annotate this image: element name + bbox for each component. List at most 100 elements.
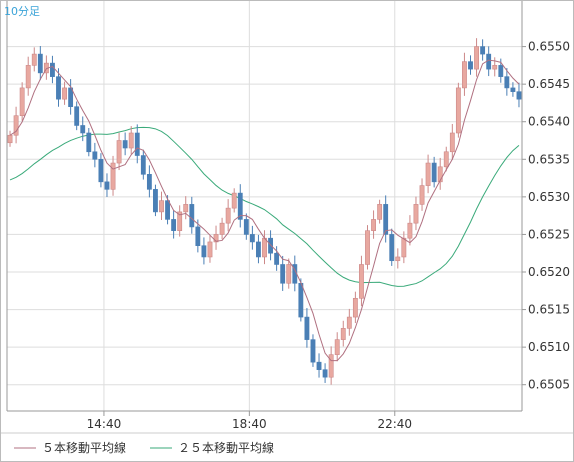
y-tick-label: 0.6515: [528, 303, 570, 317]
candle-down: [504, 76, 510, 89]
candle-up: [116, 140, 122, 164]
candle-up: [377, 204, 383, 220]
candle-down: [122, 140, 128, 149]
y-tick-label: 0.6530: [528, 190, 570, 204]
candle-down: [498, 65, 504, 77]
y-tick-label: 0.6540: [528, 115, 570, 129]
candle-down: [510, 87, 516, 92]
candle-up: [13, 115, 19, 136]
candle-up: [371, 219, 376, 231]
candle-down: [237, 192, 243, 220]
candle-down: [98, 158, 104, 183]
candle-up: [231, 192, 237, 209]
candle-down: [310, 339, 316, 363]
candle-up: [340, 328, 346, 340]
candle-down: [92, 151, 98, 160]
candle-up: [474, 46, 479, 70]
candle-down: [68, 87, 74, 107]
candle-up: [334, 339, 340, 355]
candle-up: [159, 200, 164, 213]
candle-up: [437, 166, 443, 183]
candle-down: [316, 361, 322, 370]
candle-down: [516, 91, 522, 100]
candle-down: [74, 106, 80, 126]
candle-down: [249, 234, 255, 243]
candle-up: [110, 162, 116, 190]
candle-down: [104, 181, 110, 190]
candle-up: [213, 234, 219, 243]
candle-up: [462, 61, 467, 89]
y-tick-label: 0.6545: [528, 77, 570, 91]
x-tick-label: 22:40: [377, 417, 412, 431]
candle-up: [413, 204, 419, 224]
candle-down: [140, 155, 146, 175]
candle-down: [480, 46, 486, 55]
candle-up: [25, 65, 31, 89]
candle-up: [425, 162, 431, 186]
candle-down: [171, 219, 177, 231]
candle-up: [286, 264, 292, 284]
candle-down: [389, 234, 395, 262]
candle-up: [346, 316, 352, 329]
candle-down: [165, 200, 170, 220]
candle-up: [352, 297, 358, 318]
x-tick-label: 18:40: [232, 417, 267, 431]
candle-up: [359, 264, 364, 299]
candle-up: [183, 204, 189, 213]
candle-up: [177, 211, 183, 231]
grid-lines: [7, 0, 522, 411]
candle-down: [195, 226, 201, 246]
candle-up: [7, 134, 13, 144]
candle-down: [243, 219, 249, 235]
candle-up: [19, 87, 25, 117]
candle-down: [56, 76, 61, 100]
candle-up: [401, 237, 407, 258]
candle-down: [304, 316, 310, 340]
candle-up: [128, 132, 134, 149]
candle-down: [431, 162, 437, 183]
candle-up: [225, 207, 231, 224]
legend-ma5-label: ５本移動平均線: [42, 440, 126, 455]
candle-up: [419, 185, 425, 205]
y-tick-label: 0.6550: [528, 40, 570, 54]
y-tick-label: 0.6510: [528, 340, 570, 354]
x-tick-label: 14:40: [87, 417, 122, 431]
candle-up: [62, 87, 67, 100]
ma5-series: [9, 59, 520, 362]
ma5-line: [9, 59, 520, 362]
candles: [7, 38, 522, 385]
legend-ma25-label: ２５本移動平均線: [178, 440, 274, 455]
candle-down: [268, 237, 273, 254]
candle-up: [219, 222, 225, 235]
candle-down: [153, 189, 158, 213]
candle-down: [280, 264, 286, 284]
candle-up: [262, 237, 267, 258]
candle-down: [50, 62, 55, 77]
candle-up: [407, 222, 413, 239]
candle-up: [492, 65, 498, 70]
candle-up: [395, 256, 401, 262]
candle-up: [365, 230, 370, 265]
candle-down: [256, 241, 261, 258]
y-tick-label: 0.6525: [528, 227, 570, 241]
candle-up: [455, 87, 461, 134]
y-tick-label: 0.6535: [528, 152, 570, 166]
candle-down: [274, 252, 280, 265]
candle-down: [298, 282, 304, 318]
candle-down: [134, 132, 140, 156]
candle-down: [189, 204, 195, 228]
candle-up: [31, 53, 37, 66]
y-tick-label: 0.6505: [528, 378, 570, 392]
candle-down: [146, 174, 152, 190]
candle-down: [383, 204, 389, 235]
legend: ５本移動平均線 ２５本移動平均線: [14, 440, 274, 455]
candle-down: [86, 132, 92, 153]
candle-down: [80, 125, 86, 134]
candle-up: [328, 354, 334, 378]
period-label: 10分足: [4, 5, 40, 18]
candle-down: [468, 61, 473, 70]
candle-down: [201, 245, 207, 258]
